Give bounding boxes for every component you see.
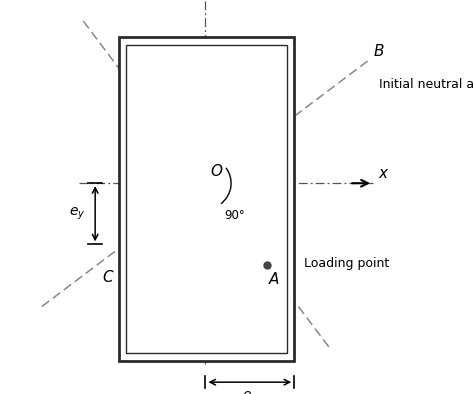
Text: O: O: [210, 164, 223, 179]
Text: Initial neutral axis: Initial neutral axis: [379, 78, 474, 91]
Text: $e_x$: $e_x$: [242, 389, 258, 394]
Bar: [126, 45, 287, 353]
Text: $e_y$: $e_y$: [69, 206, 85, 222]
Text: 90°: 90°: [224, 209, 245, 222]
Text: B: B: [374, 44, 384, 59]
Text: Loading point: Loading point: [304, 256, 389, 269]
Text: A: A: [269, 272, 280, 287]
Text: x: x: [379, 166, 388, 181]
Text: C: C: [102, 269, 113, 284]
Bar: [119, 37, 294, 361]
